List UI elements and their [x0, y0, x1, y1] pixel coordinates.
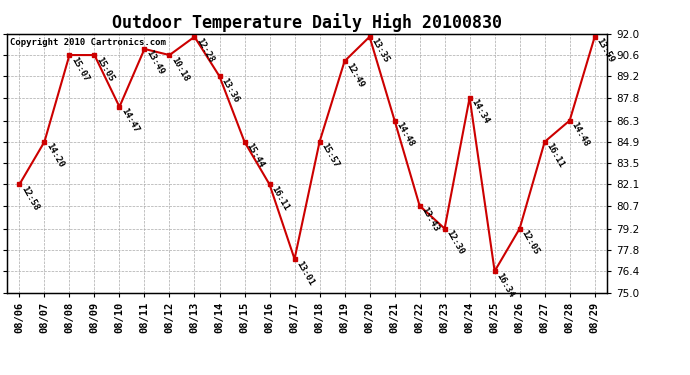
Text: 16:34: 16:34: [495, 271, 516, 299]
Text: 14:48: 14:48: [570, 120, 591, 148]
Text: 13:35: 13:35: [370, 37, 391, 64]
Text: 14:20: 14:20: [44, 142, 66, 170]
Text: 15:44: 15:44: [244, 142, 266, 170]
Text: Copyright 2010 Cartronics.com: Copyright 2010 Cartronics.com: [10, 38, 166, 46]
Text: 14:34: 14:34: [470, 98, 491, 126]
Text: 12:28: 12:28: [195, 37, 216, 64]
Text: 13:59: 13:59: [595, 37, 616, 64]
Text: 10:18: 10:18: [170, 55, 190, 83]
Text: 15:57: 15:57: [319, 142, 341, 170]
Text: 13:36: 13:36: [219, 76, 241, 104]
Text: 13:49: 13:49: [144, 49, 166, 77]
Text: 14:47: 14:47: [119, 107, 141, 135]
Text: 14:48: 14:48: [395, 120, 416, 148]
Text: 12:58: 12:58: [19, 184, 41, 212]
Text: 12:30: 12:30: [444, 229, 466, 256]
Text: 12:05: 12:05: [520, 229, 541, 256]
Text: 12:49: 12:49: [344, 61, 366, 89]
Text: 16:11: 16:11: [270, 184, 290, 212]
Text: 13:43: 13:43: [420, 206, 441, 234]
Text: 13:01: 13:01: [295, 259, 316, 287]
Text: 16:11: 16:11: [544, 142, 566, 170]
Text: 15:05: 15:05: [95, 55, 116, 83]
Title: Outdoor Temperature Daily High 20100830: Outdoor Temperature Daily High 20100830: [112, 13, 502, 32]
Text: 15:07: 15:07: [70, 55, 90, 83]
